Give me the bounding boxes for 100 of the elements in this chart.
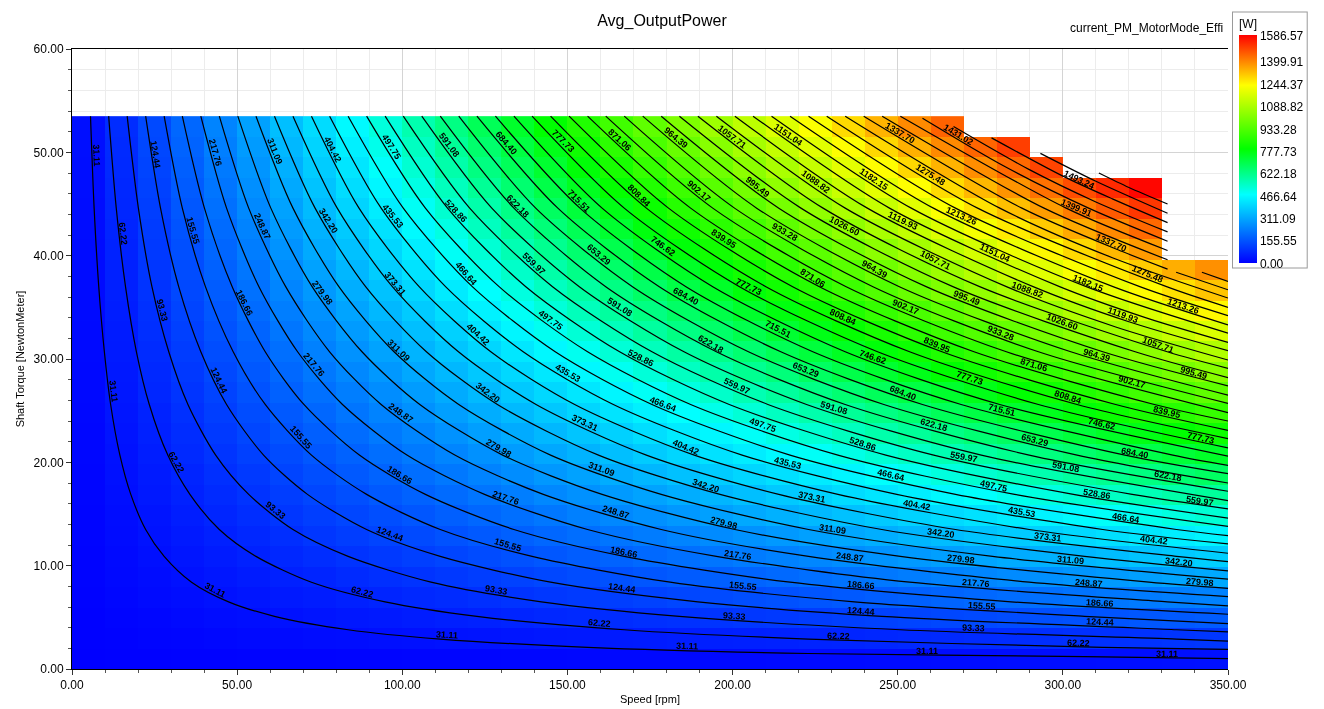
color-bar-label: 622.18 bbox=[1259, 167, 1297, 182]
text: 31.11 bbox=[675, 640, 699, 652]
text: 839.95 bbox=[1152, 404, 1182, 421]
text: 31.11 bbox=[107, 379, 120, 403]
x-tick-label: 250.00 bbox=[879, 678, 917, 693]
y-tick-label: 50.00 bbox=[33, 145, 64, 160]
text: 497.75 bbox=[748, 415, 778, 435]
x-tick-label: 0.00 bbox=[60, 678, 84, 693]
text: 248.87 bbox=[835, 550, 865, 564]
y-tick-label: 10.00 bbox=[33, 558, 64, 573]
text: 902.17 bbox=[890, 297, 921, 317]
text: 466.64 bbox=[1111, 510, 1141, 526]
text: 653.29 bbox=[791, 360, 821, 380]
chart-title: Avg_OutputPower bbox=[597, 11, 728, 30]
x-tick-label: 100.00 bbox=[383, 678, 421, 693]
text: 155.55 bbox=[967, 600, 996, 612]
x-tick-label: 300.00 bbox=[1044, 678, 1082, 693]
text: 31.11 bbox=[91, 144, 102, 167]
text: 404.42 bbox=[671, 437, 701, 458]
series-label: 217.76 bbox=[961, 576, 990, 590]
text: 124.44 bbox=[846, 604, 875, 618]
text: 435.53 bbox=[773, 454, 803, 472]
text: 186.66 bbox=[846, 578, 875, 592]
text: 124.44 bbox=[375, 524, 405, 544]
text: 62.22 bbox=[826, 630, 850, 642]
text: 342.20 bbox=[1164, 555, 1193, 569]
x-tick-label: 350.00 bbox=[1209, 678, 1247, 693]
text: 93.33 bbox=[154, 298, 170, 323]
text: 373.31 bbox=[1033, 530, 1062, 544]
text: 715.51 bbox=[987, 401, 1017, 419]
text: 217.76 bbox=[723, 548, 753, 562]
text: 31.11 bbox=[1155, 648, 1179, 660]
text: 528.86 bbox=[1082, 486, 1112, 502]
text: 311.09 bbox=[1056, 553, 1085, 567]
text: 31.11 bbox=[435, 629, 459, 641]
text: 186.66 bbox=[609, 544, 639, 560]
x-tick-label: 150.00 bbox=[549, 678, 587, 693]
text: 279.98 bbox=[709, 514, 739, 532]
text: 311.09 bbox=[265, 136, 285, 166]
text: 217.76 bbox=[491, 488, 521, 507]
color-bar-label: 1399.91 bbox=[1259, 55, 1304, 70]
text: 995.49 bbox=[1179, 364, 1209, 382]
text: 124.44 bbox=[148, 140, 163, 169]
text: 155.55 bbox=[493, 536, 523, 554]
text: 746.62 bbox=[858, 347, 888, 367]
x-tick-label: 200.00 bbox=[714, 678, 752, 693]
text: 279.98 bbox=[1185, 575, 1214, 589]
text: 248.87 bbox=[1074, 577, 1103, 590]
text: 186.66 bbox=[1085, 597, 1114, 609]
x-tick-label: 50.00 bbox=[222, 678, 253, 693]
text: 964.39 bbox=[1082, 346, 1112, 364]
text: 404.42 bbox=[1139, 533, 1169, 547]
text: 466.64 bbox=[648, 394, 678, 414]
y-tick-label: 30.00 bbox=[33, 352, 64, 367]
text: 684.40 bbox=[888, 383, 918, 403]
color-bar-label: 311.09 bbox=[1259, 211, 1297, 226]
text: 995.49 bbox=[952, 288, 982, 308]
text: 808.84 bbox=[1053, 388, 1083, 406]
text: 871.06 bbox=[1019, 356, 1049, 374]
color-bar-label: 1244.37 bbox=[1259, 77, 1304, 92]
text: 124.44 bbox=[1085, 616, 1114, 628]
text: 62.22 bbox=[116, 221, 130, 246]
text: 528.86 bbox=[848, 434, 878, 453]
color-bar-label: 466.64 bbox=[1259, 189, 1297, 204]
color-bar-label: 1088.82 bbox=[1259, 100, 1304, 115]
text: 62.22 bbox=[587, 617, 611, 630]
color-bar-label: 0.00 bbox=[1259, 256, 1284, 271]
color-bar-title: [W] bbox=[1239, 17, 1257, 32]
text: 559.97 bbox=[1185, 493, 1215, 509]
color-bar-label: 777.73 bbox=[1259, 144, 1297, 159]
text: 62.22 bbox=[166, 449, 187, 475]
y-tick-label: 40.00 bbox=[33, 248, 64, 263]
text: 62.22 bbox=[1066, 637, 1090, 649]
text: 591.08 bbox=[819, 399, 849, 417]
text: 622.18 bbox=[1153, 468, 1183, 484]
x-axis-title: Speed [rpm] bbox=[620, 692, 680, 705]
text: 497.75 bbox=[979, 478, 1009, 494]
text: 124.44 bbox=[607, 581, 637, 595]
text: 622.18 bbox=[919, 416, 949, 434]
text: 591.08 bbox=[1051, 459, 1081, 475]
text: 93.33 bbox=[722, 610, 746, 622]
text: 279.98 bbox=[946, 552, 975, 566]
line-series bbox=[990, 137, 1169, 224]
text: 248.87 bbox=[601, 503, 631, 521]
text: 466.64 bbox=[876, 466, 906, 484]
text: 62.22 bbox=[349, 584, 375, 600]
text: 342.20 bbox=[926, 526, 956, 540]
color-bar-label: 155.55 bbox=[1259, 234, 1297, 249]
text: 435.53 bbox=[1007, 504, 1037, 520]
text: 777.73 bbox=[1186, 429, 1216, 446]
text: 311.09 bbox=[587, 459, 616, 479]
text: 31.11 bbox=[915, 645, 939, 657]
text: 777.73 bbox=[955, 368, 985, 388]
text: 93.33 bbox=[484, 583, 509, 597]
text: 155.55 bbox=[184, 215, 202, 246]
text: 311.09 bbox=[818, 522, 847, 536]
y-tick-label: 60.00 bbox=[33, 42, 64, 57]
text: current_PM_MotorMode_Effi bbox=[1070, 21, 1224, 35]
y-axis-title: Shaft Torque [NewtonMeter] bbox=[14, 290, 27, 428]
text: 746.62 bbox=[1087, 415, 1117, 432]
